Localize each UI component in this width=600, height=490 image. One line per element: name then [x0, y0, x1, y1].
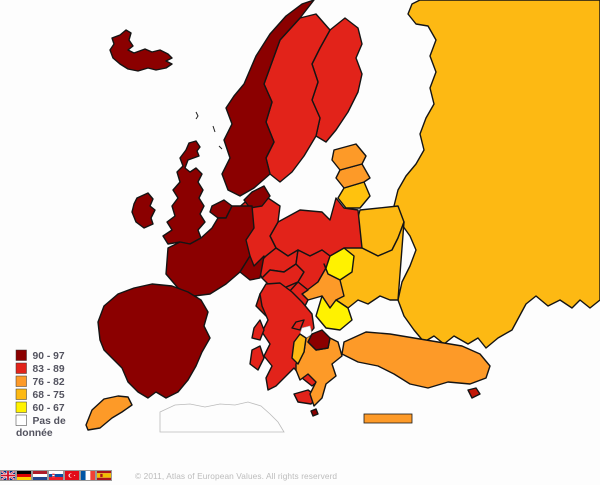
svg-text:donnée: donnée: [16, 428, 53, 439]
svg-text:90 - 97: 90 - 97: [33, 351, 65, 362]
svg-text:Pas de: Pas de: [33, 416, 66, 427]
svg-text:76 - 82: 76 - 82: [33, 377, 65, 388]
svg-text:60 - 67: 60 - 67: [33, 403, 65, 414]
svg-text:68 - 75: 68 - 75: [33, 390, 65, 401]
svg-text:83 - 89: 83 - 89: [33, 364, 65, 375]
